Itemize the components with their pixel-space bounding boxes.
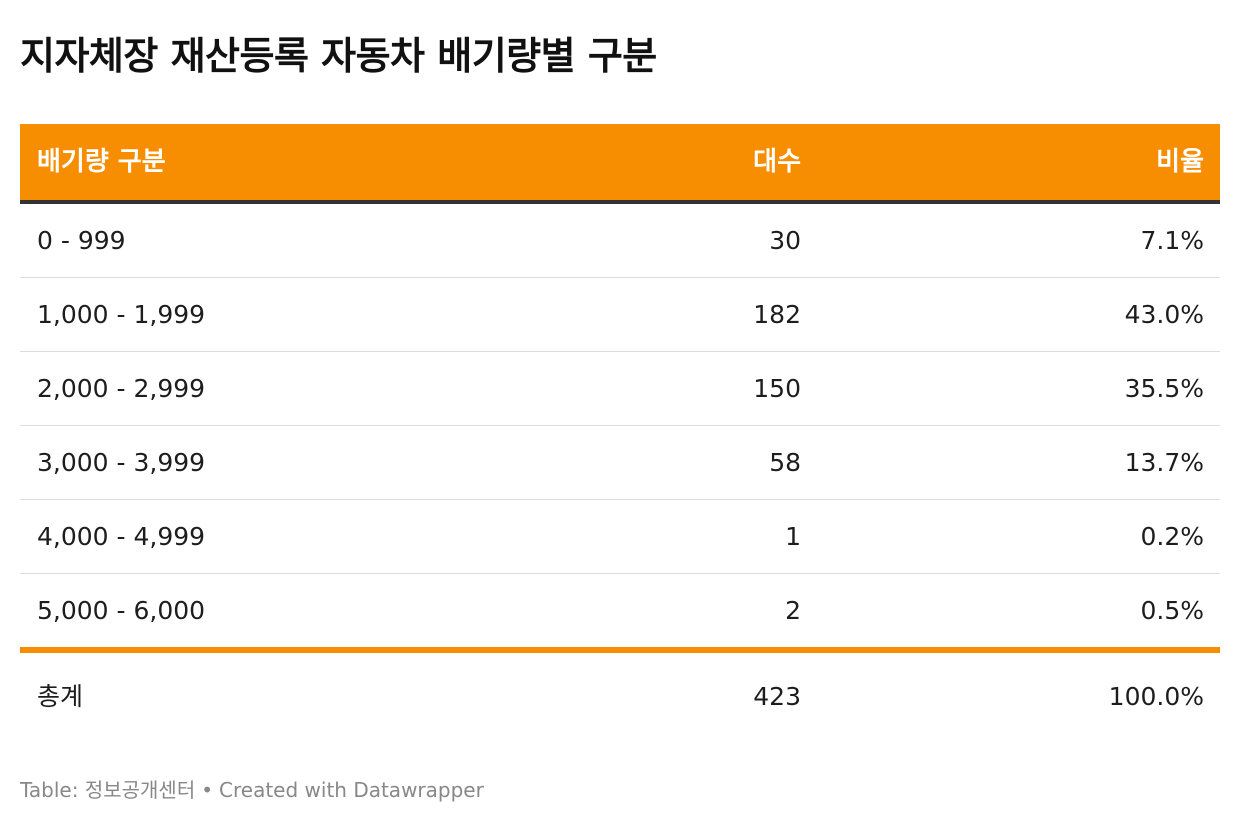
table-row: 0 - 999 30 7.1% — [20, 204, 1220, 278]
row-count: 58 — [769, 448, 801, 477]
row-count: 182 — [753, 300, 801, 329]
total-label: 총계 — [37, 682, 84, 711]
row-category: 4,000 - 4,999 — [37, 522, 206, 551]
total-count: 423 — [753, 682, 801, 711]
row-count: 1 — [785, 522, 801, 551]
row-ratio: 35.5% — [1124, 374, 1204, 403]
source-note: Table: 정보공개센터 — [20, 778, 196, 802]
row-category: 1,000 - 1,999 — [37, 300, 206, 329]
row-ratio: 7.1% — [1140, 226, 1204, 255]
column-header-category[interactable]: 배기량 구분 — [37, 147, 166, 177]
row-ratio: 0.2% — [1140, 522, 1204, 551]
row-category: 5,000 - 6,000 — [37, 596, 206, 625]
table-row: 4,000 - 4,999 1 0.2% — [20, 500, 1220, 574]
total-row: 총계 423 100.0% — [20, 653, 1220, 737]
table-footer: Table: 정보공개센터 • Created with Datawrapper — [20, 776, 484, 804]
row-count: 30 — [769, 226, 801, 255]
column-header-ratio[interactable]: 비율 — [1156, 147, 1204, 177]
row-category: 0 - 999 — [37, 226, 126, 255]
row-ratio: 13.7% — [1124, 448, 1204, 477]
table-row: 3,000 - 3,999 58 13.7% — [20, 426, 1220, 500]
table-row: 5,000 - 6,000 2 0.5% — [20, 574, 1220, 647]
datawrapper-credit-link[interactable]: Created with Datawrapper — [219, 778, 484, 802]
column-header-count[interactable]: 대수 — [753, 147, 801, 177]
data-table: 배기량 구분 대수 비율 0 - 999 30 7.1% 1,000 - 1,9… — [20, 124, 1220, 737]
page-title: 지자체장 재산등록 자동차 배기량별 구분 — [20, 34, 657, 78]
row-ratio: 0.5% — [1140, 596, 1204, 625]
row-ratio: 43.0% — [1124, 300, 1204, 329]
table-header: 배기량 구분 대수 비율 — [20, 124, 1220, 204]
footer-separator: • — [201, 778, 214, 802]
row-category: 2,000 - 2,999 — [37, 374, 206, 403]
row-count: 150 — [753, 374, 801, 403]
total-divider — [20, 647, 1220, 653]
table-row: 2,000 - 2,999 150 35.5% — [20, 352, 1220, 426]
row-count: 2 — [785, 596, 801, 625]
row-category: 3,000 - 3,999 — [37, 448, 206, 477]
table-row: 1,000 - 1,999 182 43.0% — [20, 278, 1220, 352]
total-ratio: 100.0% — [1108, 682, 1204, 711]
table-body: 0 - 999 30 7.1% 1,000 - 1,999 182 43.0% … — [20, 204, 1220, 647]
